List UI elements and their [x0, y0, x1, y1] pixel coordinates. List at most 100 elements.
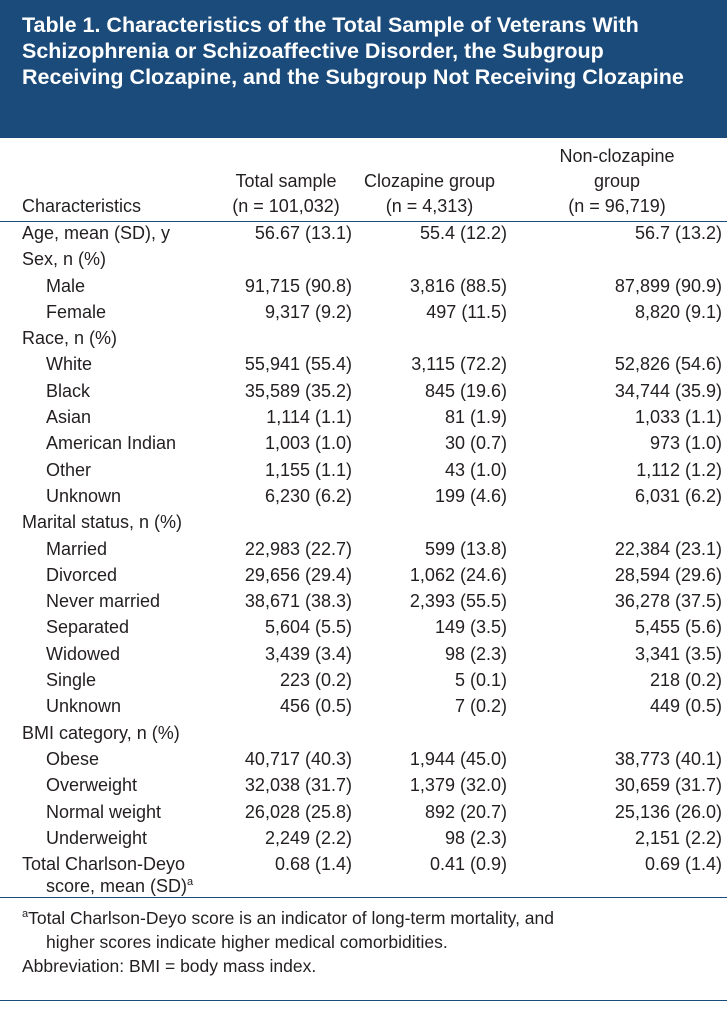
cell-value	[220, 511, 352, 537]
cell-value: 25,136 (26.0)	[507, 801, 727, 827]
table-row: Male 91,715 (90.8) 3,816 (88.5) 87,899 (90.…	[0, 275, 727, 301]
cell-value: 32,038 (31.7)	[220, 774, 352, 800]
row-label: Obese	[0, 748, 220, 774]
value-text: 5,455 (5.6)	[634, 617, 722, 638]
cell-value	[507, 327, 727, 353]
table-row: Race, n (%)	[0, 327, 727, 353]
value-text: 3,816 (88.5)	[409, 275, 507, 296]
table-row: Unknown 6,230 (6.2) 199 (4.6) 6,031 (6.2)	[0, 485, 727, 511]
cell-value: 1,003 (1.0)	[220, 432, 352, 458]
value-text: 218 (0.2)	[649, 670, 722, 691]
table-title: Table 1. Characteristics of the Total Sa…	[0, 0, 727, 138]
cell-value: 81 (1.9)	[352, 406, 507, 432]
value-text: 30 (0.7)	[444, 433, 507, 454]
cell-value: 34,744 (35.9)	[507, 380, 727, 406]
cell-value: 56.67 (13.1)	[220, 222, 352, 249]
cell-value: 199 (4.6)	[352, 485, 507, 511]
cell-value: 1,112 (1.2)	[507, 459, 727, 485]
cell-value	[220, 722, 352, 748]
value-text: 3,341 (3.5)	[634, 643, 722, 664]
cell-value: 5,455 (5.6)	[507, 616, 727, 642]
value-text: 456 (0.5)	[279, 696, 352, 717]
cell-value: 0.68 (1.4)	[220, 853, 352, 898]
value-text: 973 (1.0)	[649, 433, 722, 454]
cell-value: 98 (2.3)	[352, 827, 507, 853]
cell-value	[352, 327, 507, 353]
value-text: 3,115 (72.2)	[411, 354, 507, 375]
table-row: Other 1,155 (1.1) 43 (1.0) 1,112 (1.2)	[0, 459, 727, 485]
value-text: 91,715 (90.8)	[244, 275, 352, 296]
cell-value	[352, 511, 507, 537]
column-header: Characteristics	[0, 138, 220, 222]
cell-value: 3,816 (88.5)	[352, 275, 507, 301]
value-text: 87,899 (90.9)	[614, 275, 722, 296]
label-text: American Indian	[46, 433, 177, 454]
cell-value: 1,114 (1.1)	[220, 406, 352, 432]
label-text: Widowed	[46, 643, 121, 664]
table-row: American Indian 1,003 (1.0) 30 (0.7) 973 (1…	[0, 432, 727, 458]
cell-value: 223 (0.2)	[220, 669, 352, 695]
row-label: White	[0, 353, 220, 379]
cell-value: 7 (0.2)	[352, 695, 507, 721]
row-label: Male	[0, 275, 220, 301]
cell-value: 1,033 (1.1)	[507, 406, 727, 432]
row-label: Widowed	[0, 643, 220, 669]
cell-value	[507, 511, 727, 537]
table-row: Widowed 3,439 (3.4) 98 (2.3) 3,341 (3.5)	[0, 643, 727, 669]
column-header: Total sample (n = 101,032)	[220, 138, 352, 222]
table-row: Asian 1,114 (1.1) 81 (1.9) 1,033 (1.1)	[0, 406, 727, 432]
value-text: 25,136 (26.0)	[614, 801, 722, 822]
row-label: Race, n (%)	[0, 327, 220, 353]
cell-value: 87,899 (90.9)	[507, 275, 727, 301]
header-line: Characteristics	[22, 196, 142, 216]
label-text: Normal weight	[46, 801, 162, 822]
notes: aTotal Charlson-Deyo score is an indicat…	[0, 898, 727, 978]
value-text: 149 (3.5)	[434, 617, 507, 638]
value-text: 7 (0.2)	[454, 696, 507, 717]
table-row: Underweight 2,249 (2.2) 98 (2.3) 2,151 (2.2…	[0, 827, 727, 853]
value-text: 36,278 (37.5)	[614, 591, 722, 612]
header-row: Characteristics Total sample (n = 101,032)…	[0, 138, 727, 222]
value-text: 1,003 (1.0)	[264, 433, 352, 454]
value-text: 497 (11.5)	[426, 301, 507, 322]
value-text: 81 (1.9)	[444, 407, 507, 428]
cell-value: 30 (0.7)	[352, 432, 507, 458]
row-label: Other	[0, 459, 220, 485]
row-label: Total Charlson-Deyo score, mean (SD)a	[0, 853, 220, 898]
cell-value: 36,278 (37.5)	[507, 590, 727, 616]
value-text: 43 (1.0)	[444, 459, 507, 480]
value-text: 22,983 (22.7)	[244, 538, 352, 559]
value-text: 8,820 (9.1)	[634, 301, 722, 322]
value-text: 892 (20.7)	[424, 801, 507, 822]
cell-value: 3,439 (3.4)	[220, 643, 352, 669]
label-line: score, mean (SD)a	[46, 876, 194, 897]
table-row: Married 22,983 (22.7) 599 (13.8) 22,384 (23…	[0, 538, 727, 564]
cell-value: 28,594 (29.6)	[507, 564, 727, 590]
value-text: 3,439 (3.4)	[264, 643, 352, 664]
cell-value: 22,384 (23.1)	[507, 538, 727, 564]
value-text: 1,062 (24.6)	[409, 564, 507, 585]
value-text: 35,589 (35.2)	[244, 380, 352, 401]
cell-value: 2,393 (55.5)	[352, 590, 507, 616]
value-text: 1,379 (32.0)	[409, 775, 507, 796]
value-text: 38,773 (40.1)	[614, 748, 722, 769]
cell-value: 892 (20.7)	[352, 801, 507, 827]
label-text: Obese	[46, 748, 100, 769]
cell-value	[352, 722, 507, 748]
value-text: 29,656 (29.4)	[244, 564, 352, 585]
cell-value: 9,317 (9.2)	[220, 301, 352, 327]
value-text: 55.4 (12.2)	[419, 223, 507, 243]
header-line: (n = 101,032)	[232, 196, 340, 216]
header-line: (n = 96,719)	[568, 196, 666, 216]
row-label: Single	[0, 669, 220, 695]
cell-value: 22,983 (22.7)	[220, 538, 352, 564]
table-row: White 55,941 (55.4) 3,115 (72.2) 52,826 (54…	[0, 353, 727, 379]
table-row: Overweight 32,038 (31.7) 1,379 (32.0) 30,65…	[0, 774, 727, 800]
value-text: 2,249 (2.2)	[264, 827, 352, 848]
value-text: 2,151 (2.2)	[634, 827, 722, 848]
value-text: 5,604 (5.5)	[264, 617, 352, 638]
abbreviation: Abbreviation: BMI = body mass index.	[22, 956, 317, 977]
value-text: 1,944 (45.0)	[409, 748, 507, 769]
label-text: Unknown	[46, 696, 122, 717]
